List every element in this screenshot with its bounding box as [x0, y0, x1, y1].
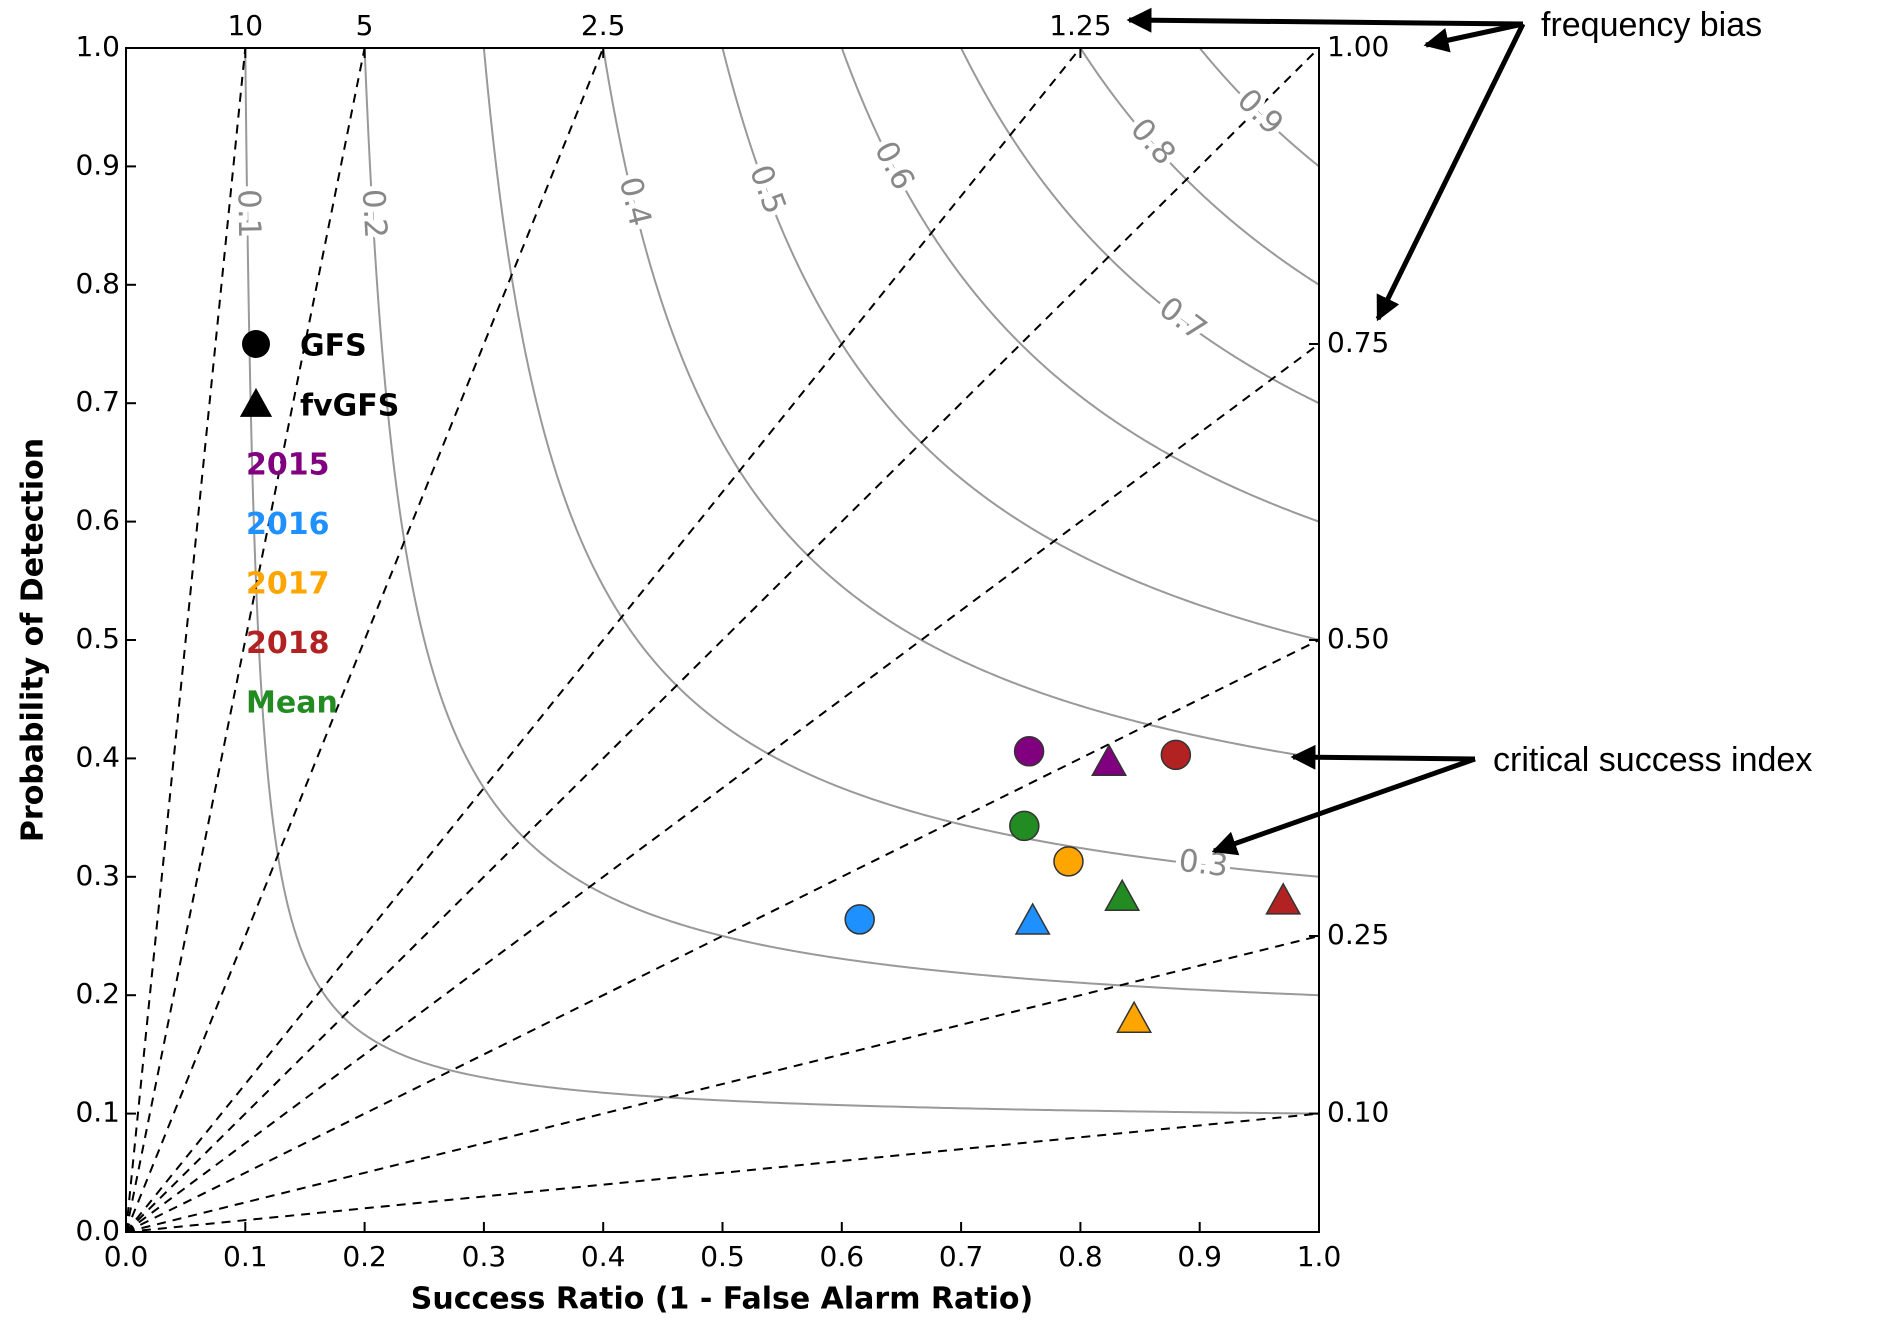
bias-line [126, 1112, 1319, 1232]
data-point [1104, 878, 1141, 912]
annotation: frequency bias [1541, 6, 1762, 44]
legend-group: 2017 [246, 567, 330, 602]
bias-label: 0.10 [1327, 1096, 1389, 1129]
data-point [1014, 902, 1051, 935]
y-tick-label: 0.9 [75, 148, 120, 181]
csi-contour [1079, 48, 1319, 286]
y-tick-label: 0.5 [75, 622, 120, 655]
legend-group: Mean [246, 686, 338, 721]
bias-line [126, 343, 1319, 1232]
bias-line [126, 639, 1319, 1232]
legend-marker [242, 330, 270, 358]
contours [126, 48, 1319, 1232]
annotation-arrows [1126, 7, 1526, 856]
csi-contour [840, 48, 1319, 523]
legend-marker [239, 387, 273, 417]
x-tick-label: 0.4 [581, 1240, 626, 1273]
legend-group: 2018 [246, 626, 330, 661]
data-point [1116, 1000, 1153, 1033]
legend-label: GFS [300, 329, 367, 364]
x-tick-label: 0.7 [939, 1240, 984, 1273]
arrow [1423, 21, 1524, 53]
y-tick-label: 1.0 [75, 30, 120, 63]
bias-label: 10 [227, 9, 263, 42]
bias-line [126, 48, 1082, 1232]
legend-label: fvGFS [300, 389, 399, 424]
data-point [1053, 846, 1084, 877]
data-point [1091, 743, 1127, 777]
x-tick-label: 0.2 [342, 1240, 387, 1273]
bias-label: 5 [356, 9, 374, 42]
x-tick-label: 0.3 [462, 1240, 507, 1273]
bias-line [126, 935, 1319, 1232]
legend-group: 2016 [246, 507, 330, 542]
x-axis-title: Success Ratio (1 - False Alarm Ratio) [411, 1282, 1033, 1317]
y-tick-label: 0.7 [75, 385, 120, 418]
bias-line [126, 48, 247, 1232]
arrow [1126, 7, 1524, 33]
csi-contour [244, 48, 1319, 1115]
bias-label: 0.75 [1327, 326, 1389, 359]
csi-label: 0.7 [1152, 290, 1213, 348]
x-tick-label: 0.6 [820, 1240, 865, 1273]
csi-contour [363, 48, 1319, 997]
csi-label: 0.4 [612, 173, 659, 229]
bias-line [126, 48, 1319, 1232]
bias-label: 1.25 [1049, 9, 1111, 42]
y-axis-title: Probability of Detection [16, 438, 51, 842]
y-tick-label: 0.0 [75, 1214, 120, 1247]
data-point [1009, 810, 1040, 842]
data-point [844, 904, 875, 935]
arrow [1211, 756, 1476, 856]
bias-label: 0.25 [1327, 918, 1389, 951]
y-tick-label: 0.1 [75, 1096, 120, 1129]
y-tick-label: 0.4 [75, 740, 120, 773]
annotation: critical success index [1493, 741, 1812, 779]
x-tick-label: 0.9 [1177, 1240, 1222, 1273]
bias-label: 1.00 [1327, 30, 1389, 63]
data-point [1013, 736, 1045, 767]
csi-contour [482, 48, 1319, 878]
bias-line [126, 48, 605, 1232]
y-tick-label: 0.2 [75, 977, 120, 1010]
x-tick-label: 0.8 [1058, 1240, 1103, 1273]
csi-contour [1198, 48, 1319, 168]
csi-label: 0.5 [742, 160, 793, 219]
csi-contour [602, 48, 1319, 760]
data-point [1265, 882, 1302, 915]
y-tick-label: 0.8 [75, 267, 120, 300]
csi-label: 0.2 [355, 188, 394, 239]
data-point [1160, 739, 1192, 771]
x-tick-label: 0.5 [700, 1240, 745, 1273]
csi-label: 0.6 [867, 136, 922, 196]
x-tick-label: 0.1 [223, 1240, 268, 1273]
csi-contour [960, 48, 1319, 405]
legend-group: 2015 [246, 448, 330, 483]
bias-label: 2.5 [581, 9, 626, 42]
arrow [1375, 22, 1526, 322]
bias-label: 0.50 [1327, 622, 1389, 655]
x-tick-label: 0.0 [104, 1240, 149, 1273]
csi-label: 0.1 [230, 189, 267, 239]
y-tick-label: 0.3 [75, 859, 120, 892]
arrow [1290, 744, 1476, 770]
y-tick-label: 0.6 [75, 504, 120, 537]
csi-contour [721, 48, 1319, 641]
x-tick-label: 1.0 [1297, 1240, 1342, 1273]
